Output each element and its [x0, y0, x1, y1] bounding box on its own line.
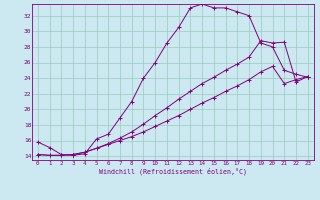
X-axis label: Windchill (Refroidissement éolien,°C): Windchill (Refroidissement éolien,°C): [99, 167, 247, 175]
